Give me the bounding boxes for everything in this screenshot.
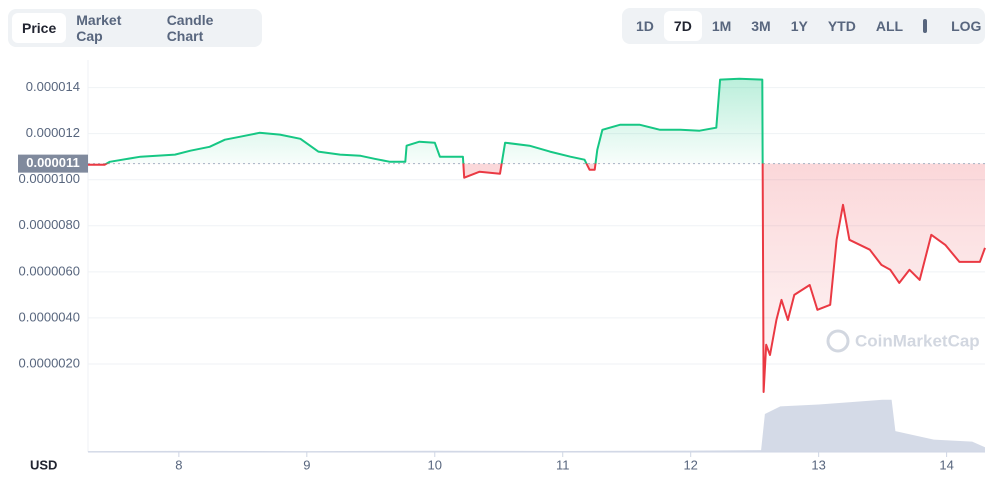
button[interactable]: 1M <box>711 18 732 34</box>
price-area <box>88 78 985 392</box>
price-badge <box>18 154 88 173</box>
x-tick-label: 8 <box>175 457 182 472</box>
button[interactable]: 3M <box>751 18 771 34</box>
button[interactable]: 1D <box>636 18 654 34</box>
watermark-logo <box>826 329 850 353</box>
y-tick-label: 0.000012 <box>26 125 80 140</box>
range-group: 1D 7D 1M 3M 1Y YTD ALL LOG <box>622 8 985 44</box>
x-tick-label: 10 <box>428 457 442 472</box>
y-tick-label: 0.0000040 <box>19 309 80 324</box>
button[interactable]: 1Y <box>790 18 808 34</box>
button[interactable]: Price <box>12 13 67 43</box>
button[interactable]: 7D <box>663 11 702 41</box>
y-tick-label: 0.0000100 <box>19 171 80 186</box>
x-tick-label: 13 <box>811 457 825 472</box>
price-line <box>88 77 986 393</box>
currency-label: USD <box>30 457 57 472</box>
watermark: CoinMarketCap <box>826 329 980 353</box>
tab-group: Price Market Cap Candle Chart <box>8 9 262 47</box>
y-tick-label: 0.0000020 <box>19 355 80 370</box>
button[interactable]: Market Cap <box>76 12 122 44</box>
calendar-button[interactable] <box>923 19 928 33</box>
x-tick-label: 9 <box>303 457 310 472</box>
button[interactable]: LOG <box>951 18 982 34</box>
x-tick-label: 14 <box>939 457 953 472</box>
x-tick-label: 12 <box>683 457 697 472</box>
y-tick-label: 0.000014 <box>26 79 80 94</box>
button[interactable]: ALL <box>875 18 904 34</box>
y-tick-label: 0.0000060 <box>19 263 80 278</box>
price-badge-label: 0.000011 <box>26 155 80 170</box>
button[interactable]: Candle Chart <box>166 12 214 44</box>
x-tick-label: 11 <box>556 457 570 472</box>
watermark-text: CoinMarketCap <box>855 331 980 350</box>
y-tick-label: 0.0000080 <box>19 217 80 232</box>
button[interactable]: YTD <box>827 18 856 34</box>
volume-area <box>88 399 985 452</box>
